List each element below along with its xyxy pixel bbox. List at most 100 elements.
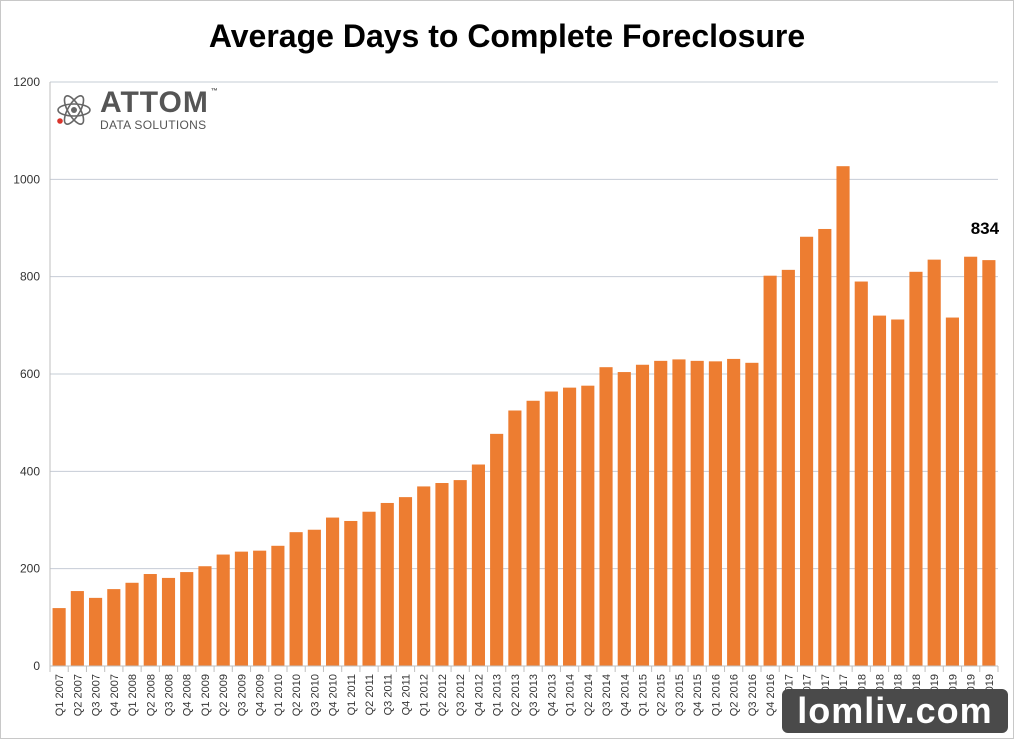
bar xyxy=(326,517,340,666)
bar xyxy=(982,260,996,666)
x-tick-label: Q2 2014 xyxy=(583,674,595,716)
bar xyxy=(690,360,704,666)
x-tick-label: Q3 2011 xyxy=(382,674,394,715)
x-tick-label: Q1 2012 xyxy=(419,674,431,716)
bar xyxy=(781,269,795,666)
bar xyxy=(216,554,230,666)
x-tick-label: Q2 2016 xyxy=(729,674,741,716)
bar xyxy=(599,367,613,666)
bar xyxy=(544,391,558,666)
x-tick-label: Q2 2015 xyxy=(656,674,668,716)
bar-layer xyxy=(52,166,996,666)
chart-title: Average Days to Complete Foreclosure xyxy=(208,18,806,54)
x-tick-label: Q4 2009 xyxy=(255,674,267,716)
bar xyxy=(234,551,248,666)
bar xyxy=(380,502,394,666)
bar xyxy=(763,275,777,666)
bar xyxy=(180,572,194,666)
y-tick-label: 1200 xyxy=(13,75,40,89)
x-tick-label: Q3 2010 xyxy=(309,674,321,716)
axis-layer: 0 200 400 600 800 1000 1200 xyxy=(13,75,999,673)
bar xyxy=(508,410,522,666)
logo-brand: ATTOM ™ xyxy=(100,86,219,119)
bar xyxy=(727,358,741,666)
watermark: lomliv.com xyxy=(782,689,1008,733)
bar xyxy=(453,480,467,666)
x-tick-label: Q3 2016 xyxy=(747,674,759,716)
x-tick-label: Q1 2011 xyxy=(346,674,358,715)
bar xyxy=(271,545,285,666)
bar xyxy=(52,608,66,666)
bar xyxy=(581,385,595,666)
bar xyxy=(800,236,814,666)
x-tick-label: Q1 2009 xyxy=(200,674,212,716)
x-tick-label: Q4 2016 xyxy=(765,674,777,716)
bar xyxy=(471,464,485,666)
bar xyxy=(289,532,303,666)
bar xyxy=(891,319,905,666)
x-tick-label: Q1 2014 xyxy=(565,674,577,716)
x-tick-label: Q4 2010 xyxy=(328,674,340,716)
bar xyxy=(563,387,577,666)
y-tick-label: 400 xyxy=(20,464,40,478)
bar xyxy=(526,400,540,666)
x-tick-label: Q1 2013 xyxy=(492,674,504,716)
bar xyxy=(70,591,84,666)
bar xyxy=(435,483,449,666)
x-tick-label: Q3 2014 xyxy=(601,674,613,716)
x-tick-label: Q1 2016 xyxy=(710,674,722,716)
data-label-annotation: 834 xyxy=(971,219,1000,238)
y-tick-label: 0 xyxy=(33,659,40,673)
bar xyxy=(927,259,941,666)
bar xyxy=(344,520,358,666)
x-tick-label: Q4 2008 xyxy=(182,674,194,716)
label-layer: Q1 2007 Q2 2007 Q3 2007 Q4 2007 Q1 2008 Q2 20… xyxy=(54,219,999,716)
x-tick-label: Q1 2007 xyxy=(54,674,66,716)
x-tick-label: Q2 2010 xyxy=(291,674,303,716)
y-tick-label: 200 xyxy=(20,562,40,576)
bar xyxy=(89,597,103,666)
x-tick-label: Q2 2007 xyxy=(72,674,84,716)
bar xyxy=(617,372,631,666)
bar xyxy=(854,281,868,666)
x-tick-label: Q3 2013 xyxy=(528,674,540,716)
bar xyxy=(818,228,832,666)
y-tick-label: 600 xyxy=(20,367,40,381)
atom-icon xyxy=(57,94,91,125)
x-tick-label: Q2 2009 xyxy=(218,674,230,716)
bar xyxy=(654,360,668,666)
x-tick-label: Q1 2008 xyxy=(127,674,139,716)
x-tick-label: Q4 2013 xyxy=(546,674,558,716)
x-tick-label: Q3 2009 xyxy=(236,674,248,716)
bar xyxy=(745,362,759,666)
x-tick-label: Q2 2011 xyxy=(364,674,376,715)
bar xyxy=(161,577,176,666)
attom-logo: ATTOM ™ DATA SOLUTIONS xyxy=(56,86,219,132)
bar xyxy=(253,550,267,666)
logo-subtitle: DATA SOLUTIONS xyxy=(100,118,207,132)
x-tick-label: Q3 2015 xyxy=(674,674,686,716)
x-tick-label: Q4 2015 xyxy=(692,674,704,716)
bar xyxy=(107,589,121,666)
x-tick-label: Q2 2013 xyxy=(510,674,522,716)
bar xyxy=(490,433,504,666)
x-tick-label: Q3 2007 xyxy=(91,674,103,716)
bar xyxy=(708,361,722,666)
bar xyxy=(635,364,650,666)
x-tick-label: Q4 2011 xyxy=(401,674,413,715)
bar xyxy=(125,582,139,666)
x-tick-label: Q4 2012 xyxy=(473,674,485,716)
bar xyxy=(143,574,157,666)
x-tick-label: Q3 2008 xyxy=(164,674,176,716)
y-tick-label: 1000 xyxy=(13,172,40,186)
x-tick-label: Q1 2015 xyxy=(638,674,650,716)
x-tick-label: Q4 2014 xyxy=(619,674,631,716)
bar xyxy=(672,359,686,666)
x-tick-label: Q1 2010 xyxy=(273,674,285,716)
bar xyxy=(417,486,431,666)
bar xyxy=(945,317,959,666)
x-tick-label: Q2 2012 xyxy=(437,674,449,716)
bar xyxy=(909,271,923,666)
bar xyxy=(872,315,887,666)
